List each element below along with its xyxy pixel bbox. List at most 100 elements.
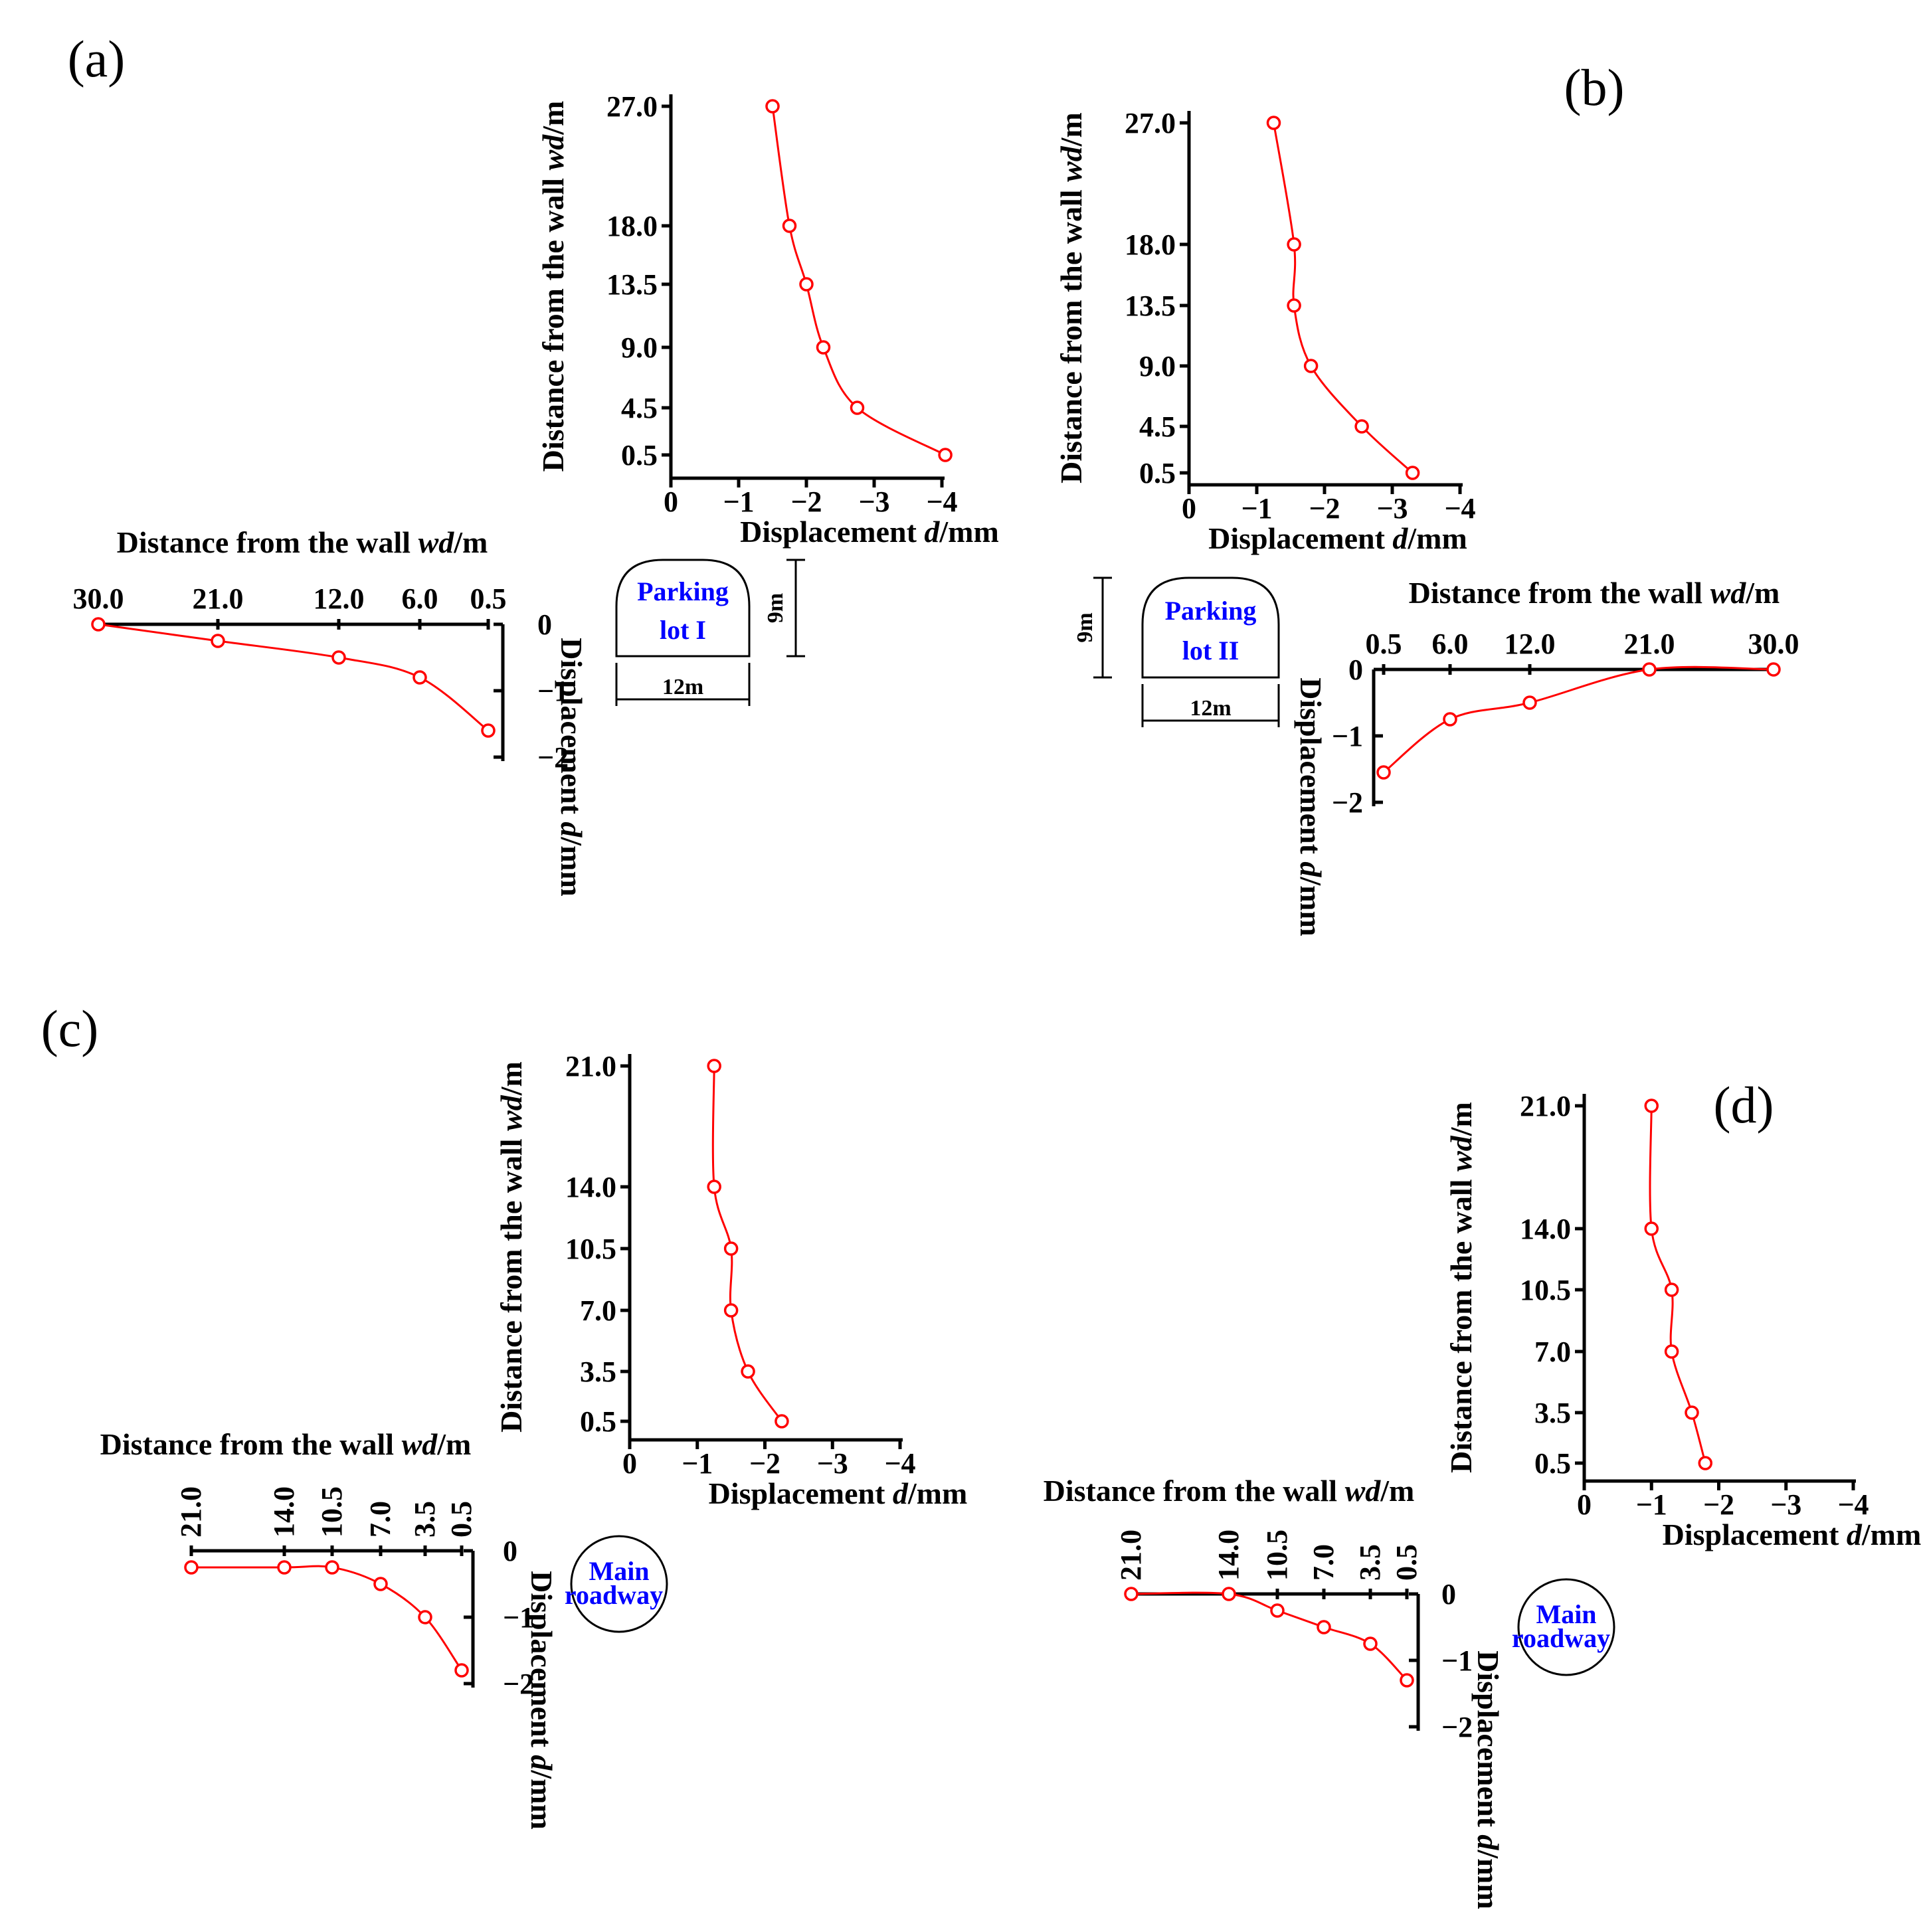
y-axis-title-part: d bbox=[555, 822, 589, 837]
y-axis-title-part: Displacement bbox=[555, 638, 589, 822]
x-tick-label: 12.0 bbox=[314, 582, 365, 615]
roof-chart-d: 0.5 3.5 7.0 10.5 14.0 21.0 0 −1 −2 −3 −4Displaceme… bbox=[1444, 1090, 1921, 1551]
x-tick-label: −1 bbox=[723, 485, 754, 518]
y-axis-title: Distance from the wall wd/m bbox=[1444, 1102, 1478, 1473]
panel-label-a: (a) bbox=[68, 30, 126, 88]
x-axis-title-part: /m bbox=[1745, 576, 1780, 610]
y-tick-label: 18.0 bbox=[1125, 228, 1176, 261]
x-axis-title-part: /mm bbox=[1407, 521, 1467, 555]
x-axis-title-part: /m bbox=[436, 1427, 471, 1461]
y-tick-label: −2 bbox=[537, 741, 569, 774]
data-point bbox=[1644, 1221, 1659, 1236]
y-axis-title: Distance from the wall wd/m bbox=[494, 1061, 528, 1433]
x-tick-label: 30.0 bbox=[73, 582, 124, 615]
data-point bbox=[1363, 1636, 1378, 1651]
x-tick-label: −2 bbox=[1703, 1488, 1734, 1521]
series-line bbox=[771, 106, 946, 456]
x-tick-label: 0.5 bbox=[1390, 1544, 1423, 1581]
roof-chart-a: 0.5 4.5 9.0 13.5 18.0 27.0 0 −1 −2 −3 −4Displaceme… bbox=[536, 90, 999, 549]
side-chart-d: 21.0 14.0 10.5 7.0 3.5 0.5 0 −1 −2 Distance from … bbox=[1044, 1474, 1505, 1909]
data-point bbox=[1642, 662, 1657, 677]
parking-lot-name-line1: Parking bbox=[637, 576, 729, 606]
x-tick-label: 0 bbox=[1577, 1488, 1592, 1521]
data-point bbox=[418, 1610, 432, 1625]
side-chart-b: 0.5 6.0 12.0 21.0 30.0 0 −1 −2 Distance from the… bbox=[1294, 576, 1799, 936]
y-axis-title-part: /mm bbox=[525, 1769, 559, 1829]
y-tick-label: 0.5 bbox=[1139, 457, 1176, 489]
x-axis-title-part: /mm bbox=[1861, 1518, 1921, 1551]
data-point bbox=[938, 448, 953, 462]
x-axis-title-part: d bbox=[1847, 1518, 1863, 1551]
x-axis-title: Displacement d/mm bbox=[1663, 1518, 1922, 1551]
y-axis-title-part: Displacement bbox=[525, 1571, 559, 1755]
y-axis-title: Displacement d/mm bbox=[1294, 677, 1328, 936]
y-axis-title-part: /mm bbox=[1294, 876, 1328, 936]
x-axis-title: Displacement d/mm bbox=[709, 1476, 968, 1510]
x-tick-label: 3.5 bbox=[1354, 1544, 1386, 1581]
x-axis-title-part: Displacement bbox=[709, 1476, 893, 1510]
parking-lot-name-line2: lot I bbox=[660, 615, 706, 645]
series-line bbox=[1273, 122, 1414, 474]
data-point bbox=[1287, 298, 1301, 313]
y-tick-label: 10.5 bbox=[1520, 1274, 1571, 1306]
y-tick-label: 13.5 bbox=[1125, 290, 1176, 322]
data-point bbox=[1270, 1603, 1285, 1618]
y-tick-label: 9.0 bbox=[1139, 350, 1176, 383]
x-tick-label: 21.0 bbox=[1115, 1530, 1147, 1581]
x-axis-title-part: Distance from the wall bbox=[1409, 576, 1710, 610]
y-tick-label: −1 bbox=[1441, 1644, 1473, 1677]
y-tick-label: 0 bbox=[537, 608, 552, 641]
x-tick-label: 6.0 bbox=[1432, 628, 1469, 660]
data-point bbox=[1664, 1344, 1679, 1359]
roof-chart-c: 0.5 3.5 7.0 10.5 14.0 21.0 0 −1 −2 −3 −4Displaceme… bbox=[494, 1050, 967, 1510]
y-axis-title: Distance from the wall wd/m bbox=[1054, 112, 1088, 483]
figure-root: (a) (b) (c) (d) 0.5 4.5 9.0 13.5 18.0 27.0 0 −1 −2 −3… bbox=[41, 30, 1922, 1909]
y-axis-title-part: /mm bbox=[1471, 1849, 1505, 1909]
x-tick-label: 12.0 bbox=[1505, 628, 1556, 660]
x-tick-label: 0.5 bbox=[445, 1501, 478, 1537]
x-tick-label: −4 bbox=[1837, 1488, 1869, 1521]
y-axis-title: Distance from the wall wd/m bbox=[536, 101, 570, 472]
x-tick-label: 21.0 bbox=[1624, 628, 1675, 660]
parking-lot-outline bbox=[615, 559, 751, 658]
x-tick-label: 0.5 bbox=[1366, 628, 1402, 660]
data-point bbox=[412, 670, 427, 685]
y-tick-label: 10.5 bbox=[565, 1233, 616, 1265]
data-point bbox=[1287, 237, 1301, 252]
y-tick-label: 14.0 bbox=[1520, 1213, 1571, 1245]
data-point bbox=[816, 340, 831, 355]
main-roadway-outline bbox=[570, 1535, 668, 1633]
data-point bbox=[1644, 1098, 1659, 1113]
x-axis-title: Distance from the wall wd/m bbox=[100, 1427, 472, 1461]
x-tick-label: 0 bbox=[664, 485, 678, 518]
roadway-name-line1: Main bbox=[589, 1556, 649, 1586]
y-axis-title-part: wd bbox=[536, 134, 570, 171]
x-tick-label: 6.0 bbox=[402, 582, 438, 615]
y-tick-label: 0 bbox=[1348, 654, 1363, 686]
x-axis-title: Distance from the wall wd/m bbox=[117, 525, 488, 559]
data-point bbox=[1303, 359, 1319, 373]
width-dim-label: 12m bbox=[662, 675, 703, 699]
y-tick-label: −2 bbox=[1441, 1711, 1473, 1743]
panel-label-c: (c) bbox=[41, 1000, 99, 1057]
width-dim-label: 12m bbox=[1190, 696, 1231, 721]
y-axis-title-part: /m bbox=[1444, 1102, 1478, 1136]
y-tick-label: −1 bbox=[503, 1601, 534, 1634]
data-point bbox=[782, 219, 797, 233]
x-tick-label: 7.0 bbox=[364, 1501, 397, 1537]
roadway-name-line2: roadway bbox=[565, 1580, 663, 1610]
x-axis-title-part: /mm bbox=[907, 1476, 967, 1510]
side-chart-c: 21.0 14.0 10.5 7.0 3.5 0.5 0 −1 −2 Distance from … bbox=[100, 1427, 559, 1830]
roadway-name-line1: Main bbox=[1536, 1599, 1596, 1629]
x-tick-label: 0 bbox=[1182, 492, 1196, 525]
y-axis-title: Displacement d/mm bbox=[555, 638, 589, 897]
y-axis-title-part: /mm bbox=[555, 836, 589, 896]
data-point bbox=[1317, 1620, 1331, 1634]
x-tick-label: 21.0 bbox=[175, 1486, 207, 1537]
y-tick-label: 4.5 bbox=[621, 392, 658, 424]
parking-lot-outline bbox=[1141, 576, 1280, 679]
x-tick-label: 7.0 bbox=[1307, 1544, 1340, 1581]
x-axis-title: Distance from the wall wd/m bbox=[1409, 576, 1780, 610]
